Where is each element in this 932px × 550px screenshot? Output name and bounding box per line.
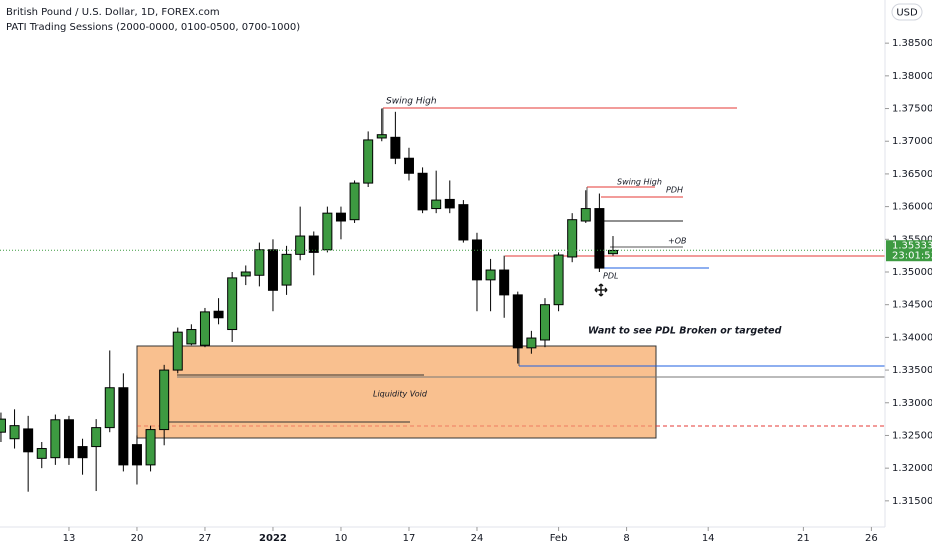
candle-body bbox=[0, 418, 6, 433]
candle-body bbox=[594, 208, 605, 269]
candle-body bbox=[308, 235, 319, 253]
candle-body bbox=[567, 219, 578, 258]
candle-body bbox=[50, 419, 61, 459]
candle-body bbox=[172, 331, 183, 371]
candle-body bbox=[349, 182, 360, 221]
y-tick-label: 1.38500 bbox=[892, 38, 932, 49]
candle-body bbox=[23, 428, 34, 453]
candle-body bbox=[63, 419, 74, 459]
y-tick-label: 1.34000 bbox=[892, 332, 932, 343]
annotation: Want to see PDL Broken or targeted bbox=[588, 326, 782, 337]
annotation: Swing High bbox=[617, 178, 662, 187]
y-tick-label: 1.34500 bbox=[892, 300, 932, 311]
x-tick-label: 24 bbox=[471, 533, 484, 544]
countdown-label: 23:01:53 bbox=[892, 251, 932, 262]
candle-body bbox=[580, 208, 591, 222]
y-tick-label: 1.33500 bbox=[892, 365, 932, 376]
candle-body bbox=[118, 387, 129, 466]
x-tick-label: 26 bbox=[865, 533, 878, 544]
candle-body bbox=[254, 249, 265, 276]
candle-body bbox=[444, 198, 455, 209]
annotation: +OB bbox=[668, 237, 687, 246]
symbol-title: British Pound / U.S. Dollar, 1D, FOREX.c… bbox=[6, 7, 220, 18]
currency[interactable]: USD bbox=[896, 8, 918, 19]
annotation: Swing High bbox=[386, 97, 437, 107]
candle-body bbox=[471, 239, 482, 281]
candle-body bbox=[363, 139, 374, 184]
x-tick-label: 13 bbox=[63, 533, 76, 544]
x-tick-label: 21 bbox=[797, 533, 810, 544]
candle-body bbox=[186, 329, 197, 345]
indicator-title: PATI Trading Sessions (2000-0000, 0100-0… bbox=[6, 22, 300, 33]
x-tick-label: 27 bbox=[199, 533, 212, 544]
move-cursor bbox=[594, 283, 608, 297]
candle-body bbox=[91, 427, 102, 448]
candle-body bbox=[9, 425, 20, 440]
candle-body bbox=[145, 429, 156, 466]
candle-body bbox=[36, 448, 47, 459]
candle-body bbox=[403, 157, 414, 174]
x-tick-label: 10 bbox=[335, 533, 348, 544]
candle-body bbox=[512, 294, 523, 349]
candle-body bbox=[131, 444, 142, 466]
candle-body bbox=[281, 253, 292, 286]
candles bbox=[0, 108, 618, 492]
y-tick-label: 1.36000 bbox=[892, 202, 932, 213]
candle-body bbox=[227, 277, 238, 331]
candle-body bbox=[417, 172, 428, 211]
annotation: PDH bbox=[666, 186, 683, 195]
candle-body bbox=[322, 212, 333, 251]
y-tick-label: 1.32500 bbox=[892, 430, 932, 441]
liquidity-zone bbox=[136, 345, 657, 439]
candle-body bbox=[295, 235, 306, 255]
annotation: PDL bbox=[603, 272, 618, 281]
y-tick-label: 1.36500 bbox=[892, 169, 932, 180]
x-tick-label: 8 bbox=[623, 533, 629, 544]
candle-body bbox=[485, 269, 496, 281]
candle-body bbox=[499, 269, 510, 296]
y-tick-label: 1.33000 bbox=[892, 398, 932, 409]
annotation: Liquidity Void bbox=[373, 390, 428, 399]
candle-body bbox=[607, 249, 618, 255]
currency-badge[interactable] bbox=[891, 3, 923, 21]
candle-body bbox=[240, 271, 251, 277]
candle-body bbox=[458, 204, 469, 241]
candle-body bbox=[104, 387, 115, 429]
y-tick-label: 1.32000 bbox=[892, 463, 932, 474]
candle-body bbox=[213, 310, 224, 319]
candle-body bbox=[431, 199, 442, 210]
y-tick-label: 1.31500 bbox=[892, 496, 932, 507]
x-tick-label: 2022 bbox=[259, 533, 287, 544]
candle-body bbox=[77, 446, 88, 459]
candle-body bbox=[539, 304, 550, 341]
candle-body bbox=[199, 311, 210, 346]
candle-body bbox=[376, 134, 387, 139]
x-tick-label: 14 bbox=[702, 533, 715, 544]
candle-body bbox=[526, 337, 537, 349]
candle-body bbox=[159, 369, 170, 431]
candle-body bbox=[267, 249, 278, 291]
last-price-label: 1.35333 bbox=[892, 241, 932, 252]
y-tick-label: 1.38000 bbox=[892, 71, 932, 82]
candle-body bbox=[335, 212, 346, 222]
last-price-box bbox=[886, 240, 932, 262]
drawings bbox=[136, 107, 885, 439]
candle-body bbox=[553, 254, 564, 306]
y-tick-label: 1.35000 bbox=[892, 267, 932, 278]
y-tick-label: 1.37500 bbox=[892, 104, 932, 115]
y-tick-label: 1.35500 bbox=[892, 234, 932, 245]
x-tick-label: 17 bbox=[403, 533, 416, 544]
y-tick-label: 1.37000 bbox=[892, 136, 932, 147]
candle-body bbox=[390, 136, 401, 159]
x-tick-label: 20 bbox=[131, 533, 144, 544]
x-tick-label: Feb bbox=[550, 533, 568, 544]
